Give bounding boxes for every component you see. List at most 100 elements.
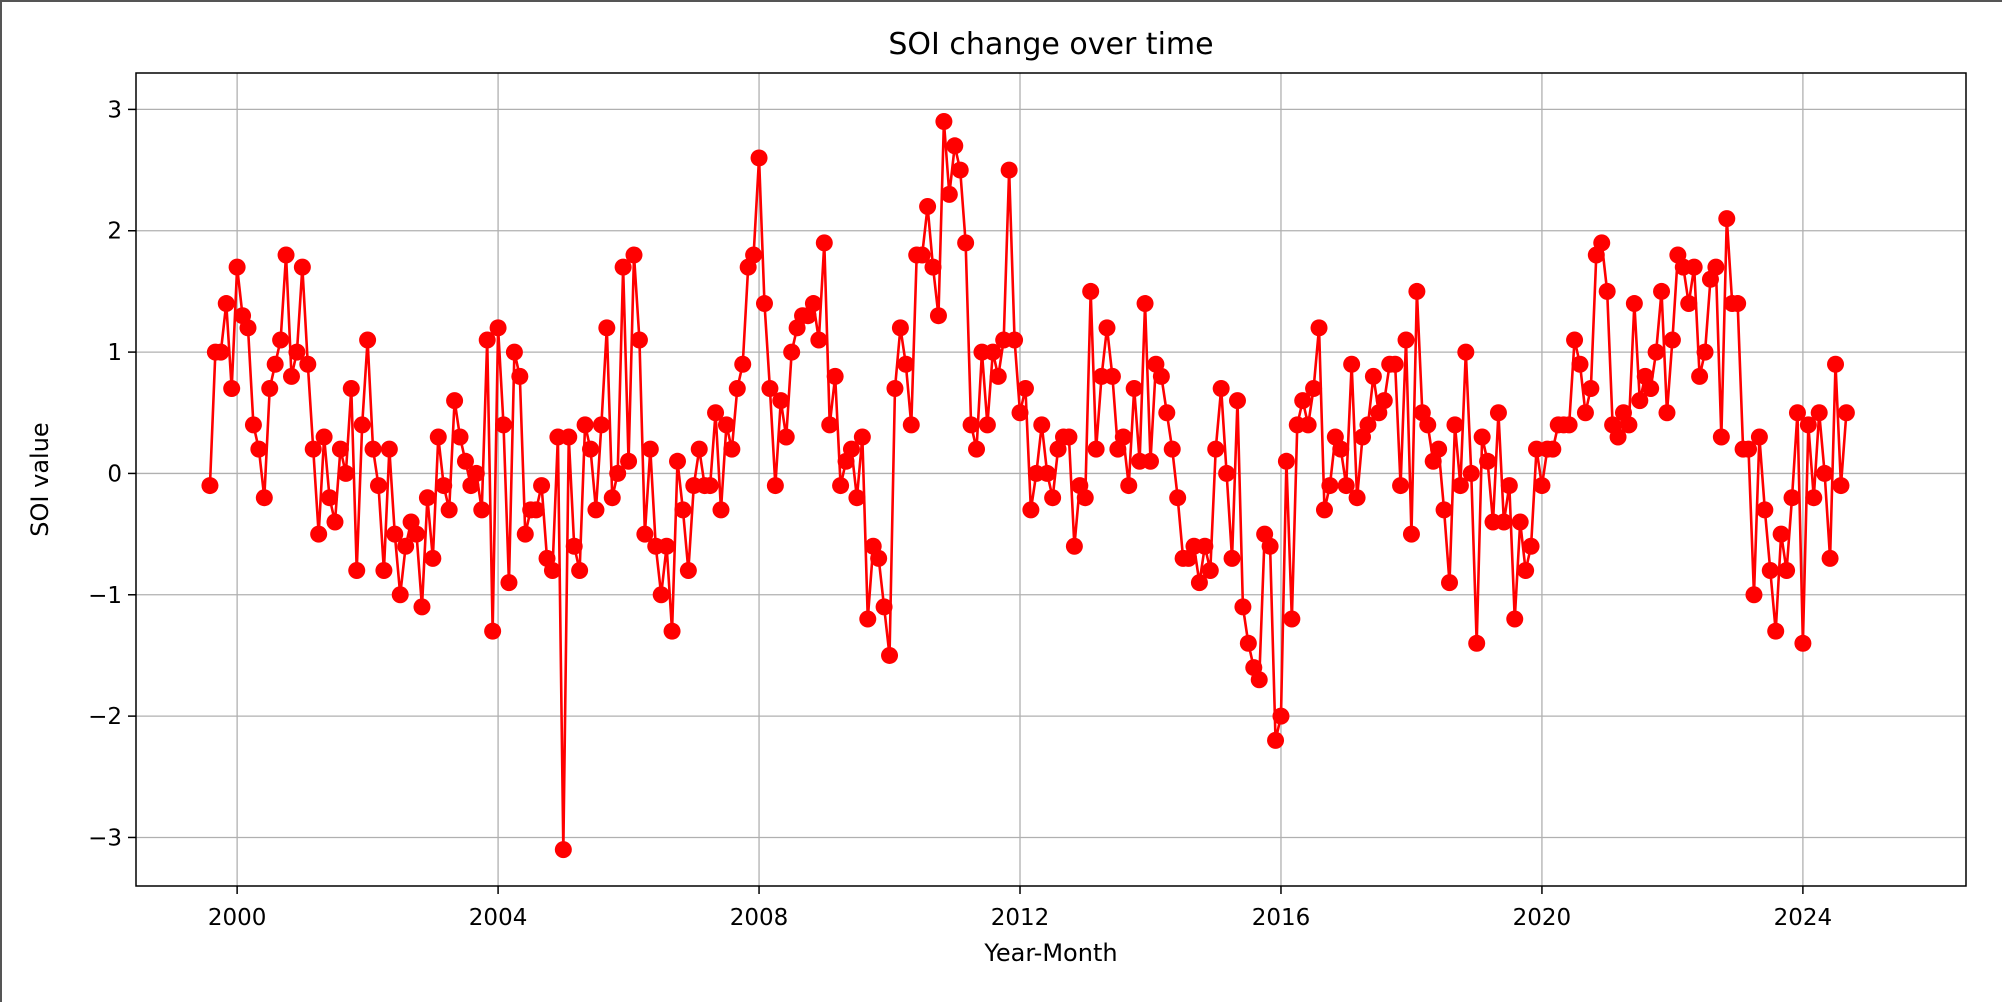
data-point (777, 428, 795, 446)
data-point (1495, 513, 1513, 531)
y-tick-label: −1 (88, 583, 122, 609)
data-point (359, 331, 377, 349)
data-point (1642, 379, 1660, 397)
data-point (255, 489, 273, 507)
data-point (380, 440, 398, 458)
data-point (1576, 404, 1594, 422)
data-point (690, 440, 708, 458)
data-point (1158, 404, 1176, 422)
data-point (750, 149, 768, 167)
data-point (1805, 489, 1823, 507)
data-point (1337, 477, 1355, 495)
data-point (1663, 331, 1681, 349)
data-point (484, 622, 502, 640)
data-point (1533, 477, 1551, 495)
data-point (386, 525, 404, 543)
data-point (418, 489, 436, 507)
data-point (310, 525, 328, 543)
data-point (1571, 355, 1589, 373)
data-point (1277, 452, 1295, 470)
data-point (1218, 464, 1236, 482)
data-point (397, 537, 415, 555)
data-point (1598, 282, 1616, 300)
data-point (1745, 586, 1763, 604)
data-point (511, 367, 529, 385)
data-point (592, 416, 610, 434)
data-point (1593, 234, 1611, 252)
data-point (614, 258, 632, 276)
y-tick-label: 3 (107, 97, 122, 123)
data-point (1364, 367, 1382, 385)
data-point (1506, 610, 1524, 628)
data-point (815, 234, 833, 252)
x-tick-label: 2024 (1774, 905, 1833, 931)
data-point (1375, 392, 1393, 410)
data-point (446, 392, 464, 410)
data-point (935, 113, 953, 131)
data-point (1006, 331, 1024, 349)
data-point (1827, 355, 1845, 373)
data-point (663, 622, 681, 640)
data-point (1234, 598, 1252, 616)
series-line (208, 120, 1848, 851)
data-point (353, 416, 371, 434)
data-point (582, 440, 600, 458)
data-point (842, 440, 860, 458)
data-point (424, 549, 442, 567)
data-point (1022, 501, 1040, 519)
data-point (755, 295, 773, 313)
data-point (1332, 440, 1350, 458)
data-point (1038, 464, 1056, 482)
data-point (1609, 428, 1627, 446)
data-point (1772, 525, 1790, 543)
data-point (1435, 501, 1453, 519)
data-point (1500, 477, 1518, 495)
data-point (1016, 379, 1034, 397)
data-point (870, 549, 888, 567)
data-point (1685, 258, 1703, 276)
data-point (978, 416, 996, 434)
data-point (1544, 440, 1562, 458)
data-point (1794, 634, 1812, 652)
data-point (897, 355, 915, 373)
data-point (669, 452, 686, 470)
data-point (1740, 440, 1758, 458)
data-point (560, 428, 578, 446)
data-point (299, 355, 317, 373)
data-point (603, 489, 621, 507)
data-point (413, 598, 431, 616)
data-point (853, 428, 871, 446)
data-point (364, 440, 382, 458)
data-point (891, 319, 909, 337)
data-point (266, 355, 284, 373)
data-point (473, 501, 491, 519)
data-point (929, 307, 947, 325)
data-point (1473, 428, 1491, 446)
data-point (1419, 416, 1437, 434)
data-point (968, 440, 986, 458)
data-point (707, 404, 725, 422)
data-point (440, 501, 458, 519)
data-point (913, 246, 931, 264)
data-point (1201, 562, 1219, 580)
data-point (408, 525, 426, 543)
data-point (1408, 282, 1426, 300)
data-point (1631, 392, 1649, 410)
data-point (946, 137, 964, 155)
data-point (1560, 416, 1578, 434)
axis-ticks: 2000 2004 2008 2012 2016 2020 2024 3 2 1 0 −1 −2 −3 (88, 97, 1832, 931)
data-point (244, 416, 262, 434)
data-point (1837, 404, 1855, 422)
data-point (957, 234, 975, 252)
data-point (1207, 440, 1225, 458)
data-point (772, 392, 790, 410)
data-point (554, 841, 572, 859)
data-point (1315, 501, 1333, 519)
data-point (1098, 319, 1116, 337)
data-point (429, 428, 447, 446)
data-point (848, 489, 866, 507)
data-point (342, 379, 360, 397)
data-point (859, 610, 877, 628)
y-tick-label: 1 (107, 340, 122, 366)
